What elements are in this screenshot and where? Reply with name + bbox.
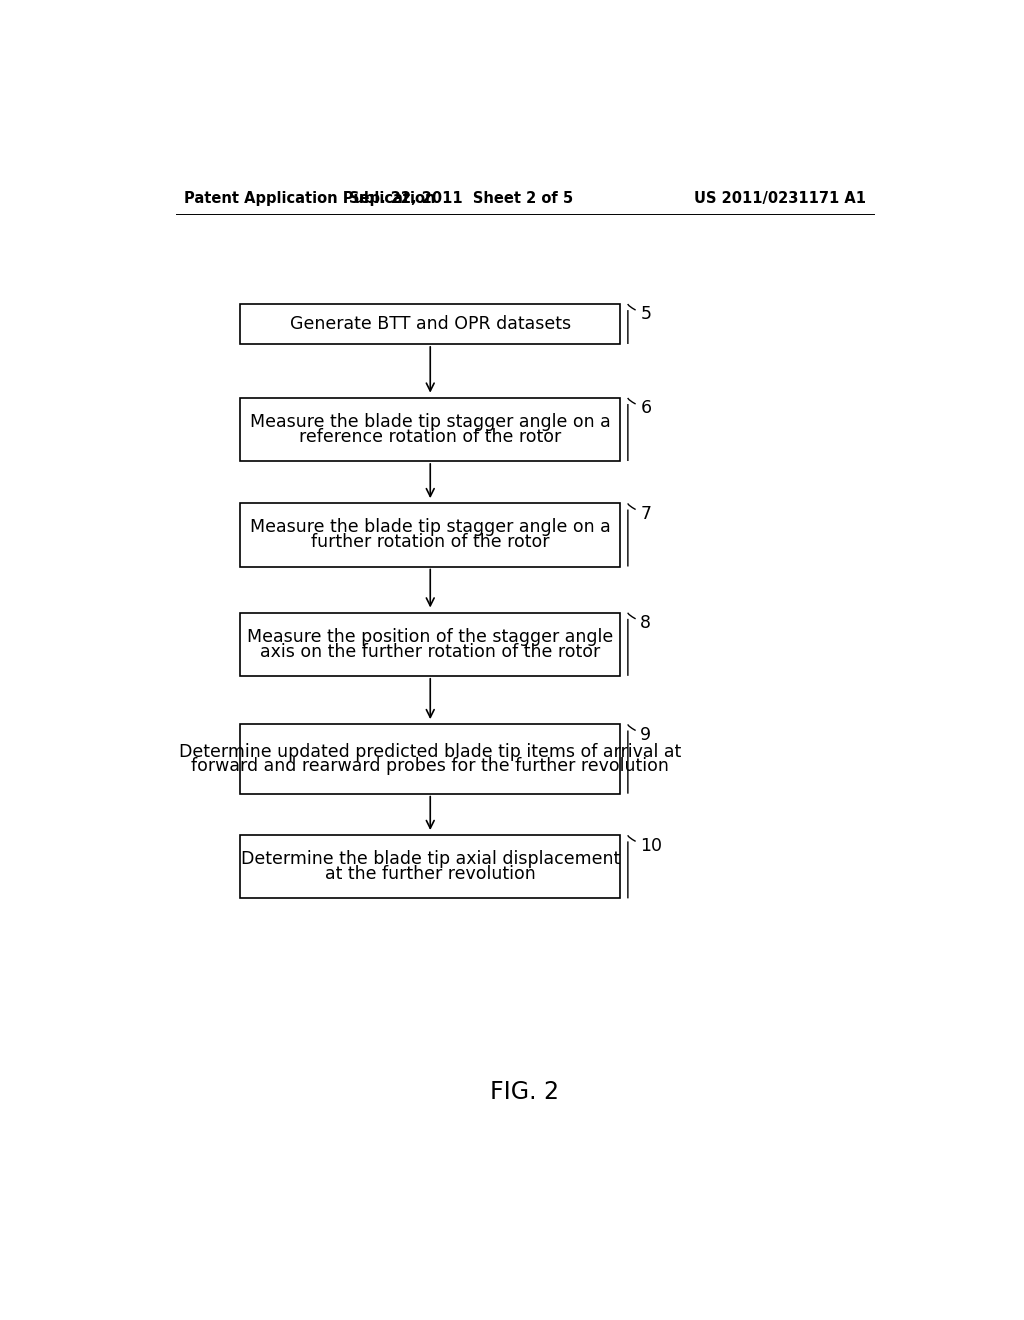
Text: 10: 10 bbox=[640, 837, 663, 855]
Text: FIG. 2: FIG. 2 bbox=[490, 1080, 559, 1104]
Text: forward and rearward probes for the further revolution: forward and rearward probes for the furt… bbox=[191, 758, 670, 775]
Text: 7: 7 bbox=[640, 506, 651, 523]
FancyBboxPatch shape bbox=[241, 304, 621, 345]
FancyBboxPatch shape bbox=[241, 503, 621, 566]
FancyBboxPatch shape bbox=[241, 612, 621, 676]
FancyBboxPatch shape bbox=[241, 397, 621, 461]
Text: Patent Application Publication: Patent Application Publication bbox=[183, 191, 435, 206]
Text: reference rotation of the rotor: reference rotation of the rotor bbox=[299, 428, 561, 446]
Text: Measure the blade tip stagger angle on a: Measure the blade tip stagger angle on a bbox=[250, 413, 610, 432]
Text: 9: 9 bbox=[640, 726, 651, 744]
Text: 5: 5 bbox=[640, 305, 651, 323]
Text: further rotation of the rotor: further rotation of the rotor bbox=[311, 533, 550, 552]
Text: Measure the position of the stagger angle: Measure the position of the stagger angl… bbox=[247, 628, 613, 645]
Text: 8: 8 bbox=[640, 614, 651, 632]
Text: 6: 6 bbox=[640, 400, 651, 417]
FancyBboxPatch shape bbox=[241, 836, 621, 899]
Text: US 2011/0231171 A1: US 2011/0231171 A1 bbox=[694, 191, 866, 206]
Text: at the further revolution: at the further revolution bbox=[325, 865, 536, 883]
FancyBboxPatch shape bbox=[241, 725, 621, 793]
Text: axis on the further rotation of the rotor: axis on the further rotation of the roto… bbox=[260, 643, 600, 661]
Text: Determine updated predicted blade tip items of arrival at: Determine updated predicted blade tip it… bbox=[179, 743, 681, 760]
Text: Generate BTT and OPR datasets: Generate BTT and OPR datasets bbox=[290, 315, 570, 333]
Text: Sep. 22, 2011  Sheet 2 of 5: Sep. 22, 2011 Sheet 2 of 5 bbox=[349, 191, 573, 206]
Text: Measure the blade tip stagger angle on a: Measure the blade tip stagger angle on a bbox=[250, 519, 610, 536]
Text: Determine the blade tip axial displacement: Determine the blade tip axial displaceme… bbox=[241, 850, 620, 869]
